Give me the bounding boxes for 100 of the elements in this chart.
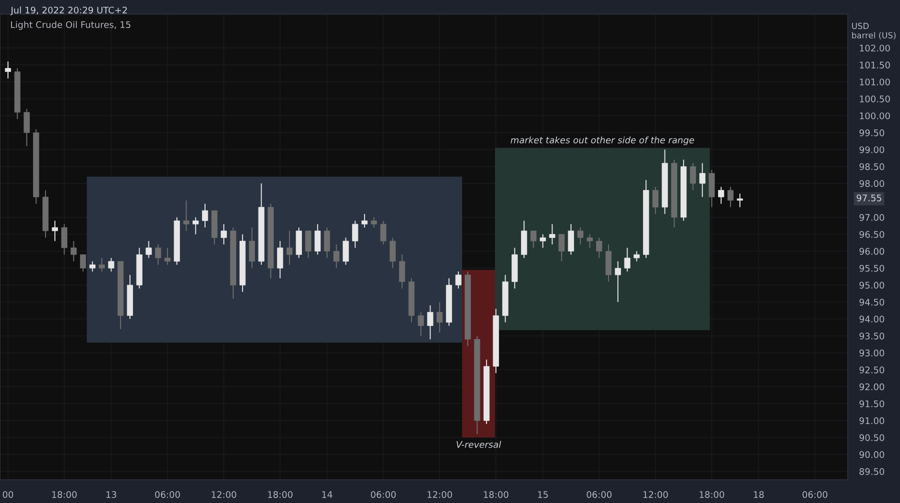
y-tick-label: 91.00 [859, 417, 884, 424]
candlestick [399, 254, 406, 289]
x-tick-label: 06:00 [802, 491, 828, 498]
candlestick [708, 169, 715, 208]
y-tick-label: 102.00 [860, 44, 890, 52]
candlestick [605, 244, 612, 282]
y-tick-label: 90.00 [859, 451, 884, 458]
y-tick-label: 100.50 [860, 96, 890, 102]
y-axis-title: USD barrel (US) [852, 22, 896, 40]
candlestick [540, 234, 546, 248]
x-tick-label: 00 [2, 491, 14, 498]
y-tick-label: 101.00 [860, 78, 890, 86]
candlestick [342, 237, 349, 266]
candlestick [314, 224, 321, 256]
y-tick-label: 98.00 [859, 180, 884, 188]
candlestick [586, 234, 593, 248]
x-tick-label: 15 [538, 491, 548, 498]
y-tick-label: 96.00 [859, 248, 884, 255]
candlestick [558, 234, 565, 262]
candlestick [4, 61, 11, 79]
candlestick [164, 247, 171, 266]
candlestick [699, 162, 706, 198]
candlestick [727, 186, 734, 208]
x-tick-label: 06:00 [155, 491, 180, 498]
x-tick-label: 18:00 [484, 491, 508, 498]
band-label: market takes out other side of the range [510, 136, 694, 146]
candlestick [146, 240, 152, 258]
candlestick [296, 227, 302, 258]
candlestick [549, 224, 556, 245]
y-tick-label: 97.00 [859, 214, 884, 221]
candlestick [596, 237, 602, 258]
x-tick-label: 12:00 [428, 491, 452, 498]
x-tick-label: 12:00 [643, 491, 668, 498]
candlestick [418, 312, 424, 336]
candlestick [736, 193, 743, 208]
candlestick [530, 230, 536, 248]
candlestick [89, 260, 96, 272]
candlestick [333, 244, 340, 269]
candlestick [192, 216, 199, 235]
y-tick-label: 93.50 [859, 332, 884, 340]
candlestick [286, 230, 293, 266]
candlestick [624, 247, 630, 272]
candlestick [634, 250, 640, 262]
candlestick [427, 304, 434, 340]
y-tick-label: 99.50 [859, 129, 884, 136]
text: 97.55 [856, 194, 882, 202]
y-tick-label: 91.50 [859, 400, 884, 408]
chart-subtitle: Jul 19, 2022 20:29 UTC+2 [10, 6, 127, 16]
y-tick-label: 101.50 [860, 62, 890, 68]
candlestick [370, 216, 377, 228]
candlestick [652, 186, 658, 214]
y-tick-label: 94.00 [859, 316, 884, 323]
candlestick [362, 213, 368, 228]
candlestick [183, 200, 190, 232]
candlestick [352, 220, 358, 248]
candlestick [380, 220, 386, 245]
candlestick [61, 224, 68, 256]
y-tick-label: 99.00 [859, 146, 884, 154]
candlestick [305, 230, 312, 258]
y-tick-label: 94.50 [859, 298, 884, 306]
candlestick [202, 203, 208, 228]
candlestick [436, 302, 443, 333]
x-tick-label: 12:00 [212, 491, 236, 498]
y-tick-label: 95.50 [859, 264, 884, 272]
band-label: V-reversal [456, 440, 502, 448]
y-tick-label: 92.50 [859, 366, 884, 374]
y-tick-label: 100.00 [860, 112, 890, 120]
text: Light Crude Oil Futures, 15 [11, 21, 130, 30]
candlestick [24, 108, 30, 147]
y-tick-label: 98.50 [859, 163, 884, 170]
y-tick-label: 95.00 [859, 282, 884, 289]
x-tick-label: 13 [106, 491, 116, 498]
x-tick-label: 18:00 [700, 491, 724, 498]
candlestick [277, 240, 284, 279]
y-tick-label: 93.00 [859, 350, 884, 356]
x-tick-label: 06:00 [586, 491, 612, 498]
candlestick [690, 162, 696, 191]
candlestick [521, 220, 528, 258]
x-tick-label: 14 [322, 491, 332, 498]
candlestick [390, 237, 396, 269]
candlestick [80, 254, 86, 272]
x-tick-label: 18:00 [52, 491, 77, 498]
y-tick-label: 89.50 [860, 468, 884, 475]
candlestick [70, 240, 77, 262]
candlestick [155, 244, 162, 266]
y-tick-label: 90.50 [859, 434, 884, 442]
candlestick [614, 260, 621, 303]
candlestick [98, 257, 105, 272]
x-tick-label: 18:00 [268, 491, 293, 498]
candlestick [220, 224, 227, 245]
candlestick [577, 227, 584, 245]
x-tick-label: 18 [754, 491, 764, 498]
x-tick-label: 06:00 [370, 491, 396, 498]
candlestick [248, 227, 255, 269]
candlestick [568, 224, 574, 256]
candlestick [108, 257, 114, 272]
candlestick [52, 220, 58, 242]
candlestick [324, 227, 330, 258]
y-tick-label: 96.50 [859, 231, 884, 238]
candlestick [718, 186, 724, 204]
